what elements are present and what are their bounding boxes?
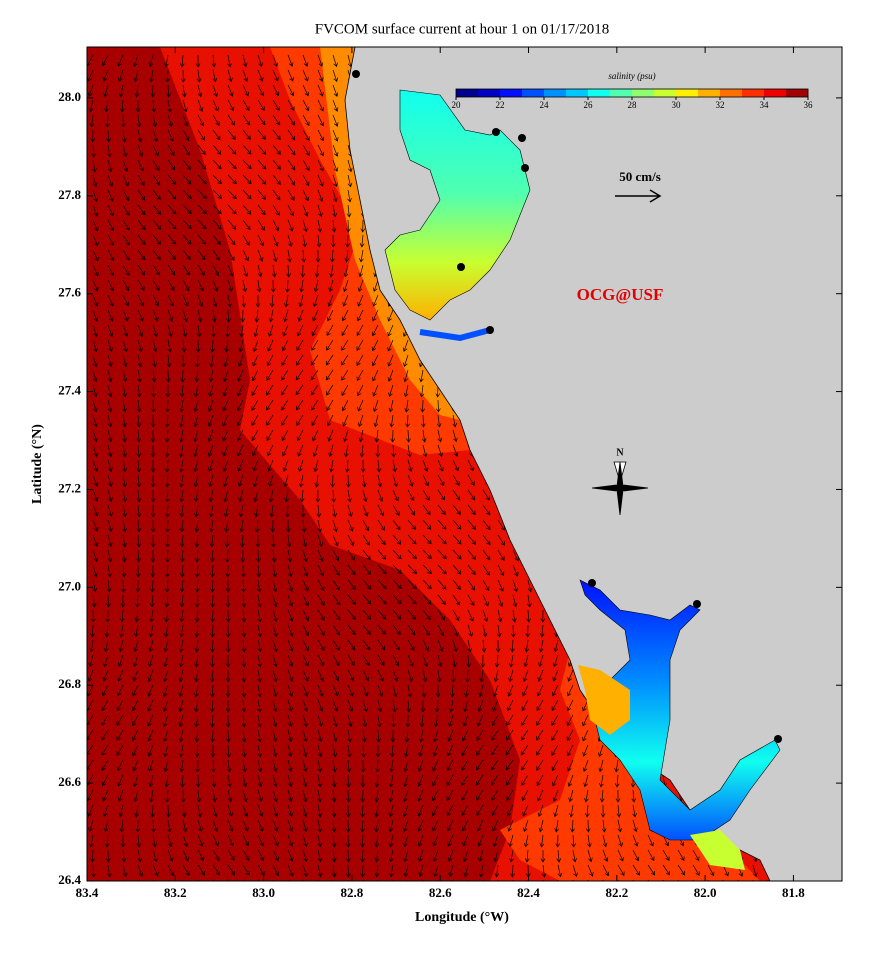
- north-label: N: [616, 447, 624, 458]
- watermark: OCG@USF: [577, 285, 664, 304]
- y-tick-label: 26.6: [58, 774, 81, 789]
- compass: [591, 461, 649, 516]
- x-tick-label: 82.4: [517, 885, 540, 900]
- x-tick-label: 83.0: [252, 885, 275, 900]
- harbor-south: [690, 830, 745, 870]
- plot-frame: [86, 46, 843, 882]
- colorbar-tick-label: 30: [672, 100, 682, 110]
- colorbar: 20 22 24 26 28 30 32 34 36: [452, 88, 814, 110]
- y-tick-label: 27.6: [58, 285, 81, 300]
- colorbar-tick-label: 32: [716, 100, 725, 110]
- x-tick-label: 81.8: [782, 885, 805, 900]
- x-tick-label: 82.6: [429, 885, 452, 900]
- y-tick-label: 27.4: [58, 383, 81, 398]
- colorbar-swatch: [786, 89, 809, 97]
- x-tick-label: 83.2: [164, 885, 187, 900]
- colorbar-swatch: [698, 89, 721, 97]
- colorbar-swatch: [632, 89, 655, 97]
- x-axis-label: Longitude (°W): [415, 910, 509, 925]
- y-tick-label: 26.4: [58, 872, 81, 887]
- colorbar-swatch: [676, 89, 699, 97]
- scale-label: 50 cm/s: [619, 169, 661, 184]
- x-tick-label: 82.0: [694, 885, 717, 900]
- x-tick-label: 82.2: [605, 885, 628, 900]
- x-tick-label: 83.4: [76, 885, 99, 900]
- harbor-mouth: [578, 665, 630, 735]
- manatee-river: [419, 327, 491, 342]
- colorbar-swatch: [610, 89, 633, 97]
- y-tick-label: 27.8: [58, 187, 81, 202]
- colorbar-tick-label: 20: [452, 100, 462, 110]
- colorbar-swatch: [720, 89, 743, 97]
- y-tick-label: 28.0: [58, 89, 81, 104]
- colorbar-tick-label: 24: [540, 100, 550, 110]
- x-tick-label: 82.8: [341, 885, 364, 900]
- scale-arrow: [615, 189, 662, 203]
- colorbar-swatch: [764, 89, 787, 97]
- offshore-water: [87, 47, 520, 881]
- colorbar-tick-label: 22: [496, 100, 505, 110]
- colorbar-tick-label: 26: [584, 100, 594, 110]
- colorbar-swatch: [522, 89, 545, 97]
- y-tick-label: 27.2: [58, 480, 81, 495]
- colorbar-swatch: [654, 89, 677, 97]
- colorbar-tick-label: 28: [628, 100, 638, 110]
- colorbar-swatch: [478, 89, 501, 97]
- y-tick-label: 26.8: [58, 676, 81, 691]
- station-dots: [352, 70, 782, 743]
- colorbar-tick-label: 34: [760, 100, 770, 110]
- axes: 83.4 83.2 83.0 82.8 82.6 82.4 82.2 82.0 81.8 26.4…: [58, 47, 842, 900]
- colorbar-label: salinity (psu): [608, 71, 655, 81]
- coastal-water: [320, 47, 460, 420]
- colorbar-swatch: [544, 89, 567, 97]
- y-axis-label: Latitude (°N): [30, 424, 45, 504]
- colorbar-swatch: [500, 89, 523, 97]
- map-area: [87, 47, 842, 881]
- colorbar-swatch: [456, 89, 479, 97]
- map-title: FVCOM surface current at hour 1 on 01/17…: [315, 21, 610, 37]
- colorbar-swatch: [588, 89, 611, 97]
- y-tick-label: 27.0: [58, 578, 81, 593]
- colorbar-swatch: [566, 89, 589, 97]
- colorbar-tick-label: 36: [804, 100, 814, 110]
- colorbar-swatch: [742, 89, 765, 97]
